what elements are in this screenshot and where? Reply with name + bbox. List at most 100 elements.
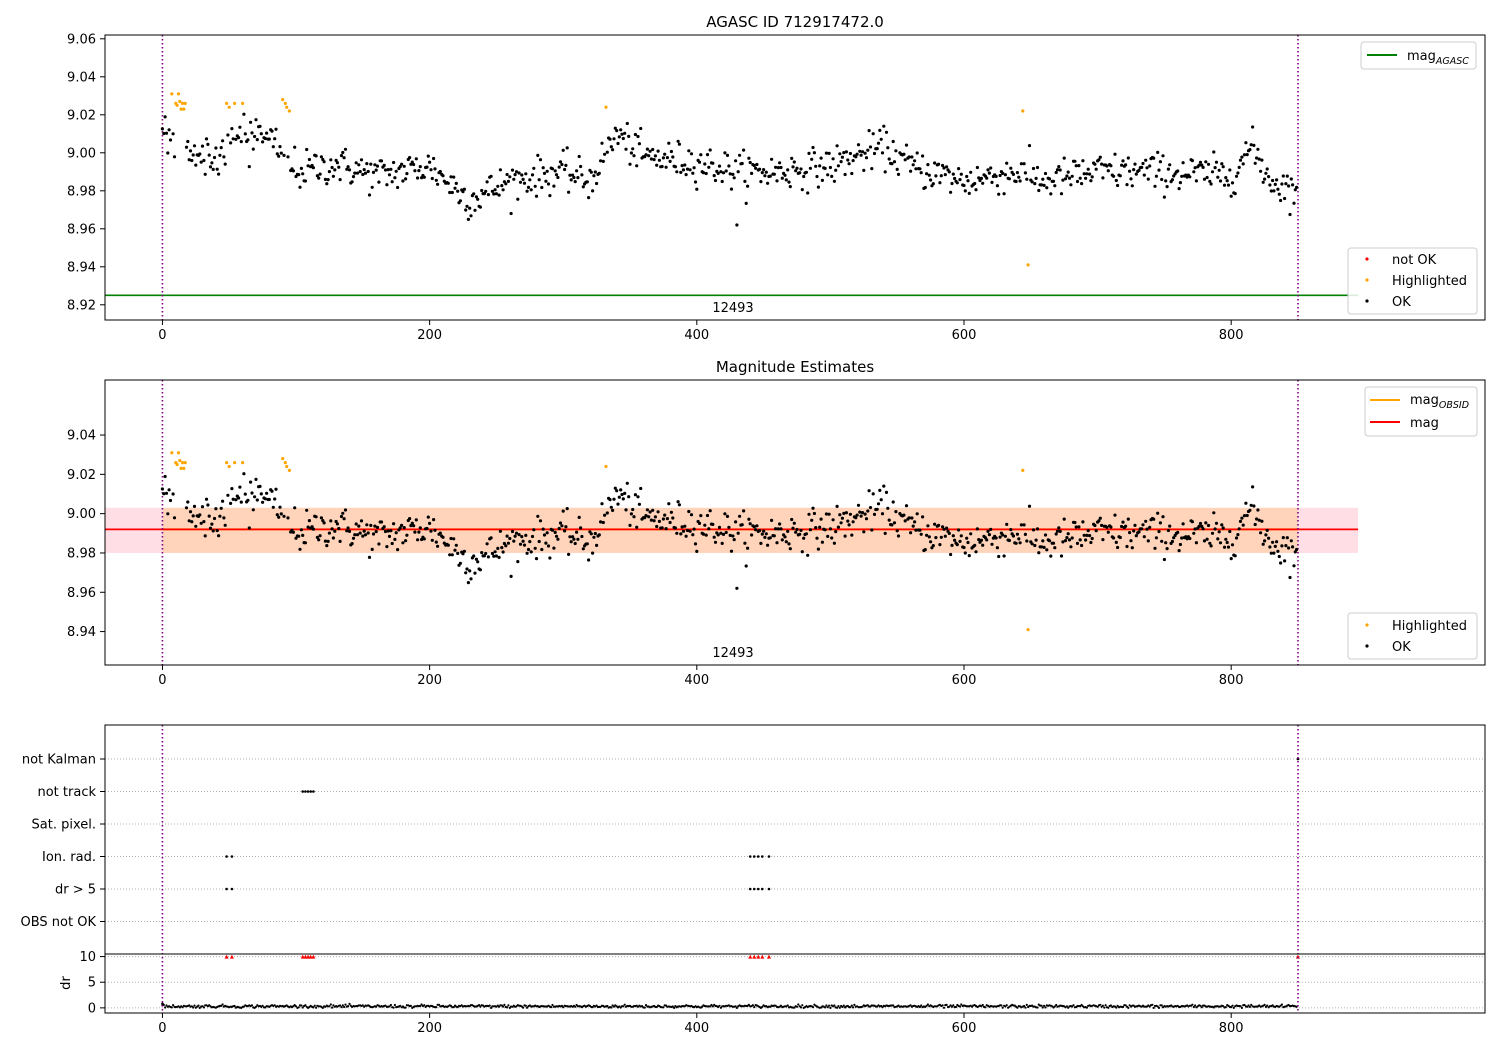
dr-point <box>1016 1006 1019 1009</box>
ok-point <box>214 507 218 511</box>
ok-point <box>691 171 695 175</box>
ok-point <box>526 185 531 189</box>
ok-point <box>331 536 335 540</box>
ok-point <box>776 527 780 531</box>
legend-marker-orange <box>1365 278 1369 282</box>
ok-point <box>461 190 465 194</box>
ok-point <box>541 527 545 531</box>
ok-point <box>727 164 731 168</box>
x-tick-label: 400 <box>684 1021 709 1036</box>
ok-point <box>293 145 297 149</box>
ok-point <box>998 173 1002 178</box>
ok-point <box>480 551 484 555</box>
ok-point <box>416 176 420 180</box>
ok-point <box>820 540 825 544</box>
dr-point <box>795 1005 799 1008</box>
ok-point <box>806 553 810 557</box>
ok-point <box>1242 153 1247 157</box>
legend-status: not OK Highlighted OK <box>1347 247 1478 315</box>
ok-point <box>910 516 914 520</box>
ok-point <box>754 528 758 532</box>
ok-point <box>1221 526 1225 530</box>
dr-point <box>786 1004 789 1007</box>
ok-point <box>1193 166 1197 170</box>
ok-point <box>1120 163 1124 167</box>
dr-point <box>404 1006 407 1009</box>
highlighted-point <box>180 461 185 465</box>
ok-point <box>711 161 715 165</box>
ok-point <box>1061 540 1065 544</box>
ok-point <box>657 158 662 162</box>
ok-point <box>468 569 472 573</box>
ok-point <box>1272 189 1276 193</box>
ok-point <box>375 164 380 168</box>
ok-point <box>832 541 837 545</box>
ok-point <box>943 534 947 538</box>
ok-point <box>1025 177 1029 181</box>
y-tick-label: 9.00 <box>67 146 96 161</box>
dr-point <box>1115 1006 1118 1009</box>
ok-point <box>1181 522 1185 526</box>
ok-point <box>456 189 460 193</box>
ok-point <box>1089 540 1093 545</box>
dr-point <box>321 1006 324 1010</box>
ok-point <box>392 522 396 526</box>
ok-point <box>532 528 536 532</box>
ok-point <box>720 541 724 546</box>
ok-point <box>1098 155 1102 159</box>
highlighted-point <box>285 105 289 109</box>
ok-point <box>1234 536 1239 540</box>
ok-point <box>974 550 978 554</box>
ok-point <box>323 539 327 543</box>
dr-point <box>779 1004 783 1007</box>
ok-point <box>768 174 772 178</box>
ok-point <box>717 164 722 168</box>
ok-point <box>1053 184 1057 188</box>
ok-point <box>926 163 930 167</box>
ok-point <box>1285 174 1289 178</box>
ok-point <box>613 486 617 490</box>
ok-point <box>242 112 246 116</box>
ok-point <box>426 515 430 519</box>
ok-point <box>1291 183 1295 187</box>
ok-point <box>731 172 735 176</box>
dr-point <box>313 1004 316 1007</box>
legend-box <box>1360 41 1477 70</box>
legend-marker-black <box>1365 299 1369 303</box>
ok-point <box>1062 517 1066 521</box>
dr-point <box>595 1004 598 1007</box>
ok-point <box>465 204 469 208</box>
ok-point <box>522 543 527 547</box>
ok-point <box>367 193 372 197</box>
highlighted-point <box>179 466 183 470</box>
dr-point <box>254 1005 258 1008</box>
ok-point <box>263 497 267 501</box>
ok-point <box>830 174 834 178</box>
ok-point <box>339 514 344 519</box>
ok-point <box>673 165 678 169</box>
ok-point <box>939 535 943 539</box>
dr-point <box>1116 1004 1119 1008</box>
ok-point <box>653 515 658 519</box>
ok-point <box>692 527 696 531</box>
ok-point <box>808 528 813 532</box>
dr-point <box>329 1003 332 1006</box>
ok-point <box>882 484 886 488</box>
ok-point <box>1081 159 1085 163</box>
ok-point <box>187 519 191 523</box>
ok-point <box>823 166 827 170</box>
ok-point <box>212 155 217 160</box>
ok-point <box>995 184 1000 188</box>
ok-point <box>872 512 877 517</box>
ok-point <box>938 181 942 185</box>
ok-point <box>1259 531 1263 535</box>
ok-point <box>1280 182 1284 186</box>
ok-point <box>254 477 258 481</box>
ok-point <box>405 533 409 537</box>
ok-point <box>385 545 389 549</box>
ok-point <box>326 539 330 544</box>
ok-point <box>721 532 726 537</box>
ok-point <box>484 189 488 193</box>
ok-point <box>660 526 664 530</box>
ok-point <box>190 520 194 524</box>
